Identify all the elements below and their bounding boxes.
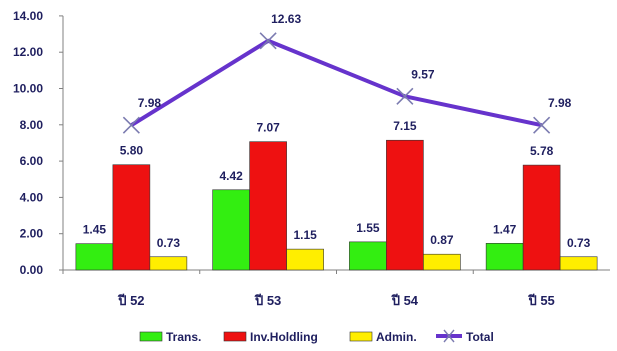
- total-value-label: 7.98: [548, 96, 572, 110]
- legend-label: Inv.Holdling: [250, 330, 318, 344]
- bar-labels: 1.45 5.80 0.73 4.42 7.07 1.15 1.55 7.15 0.87 1.47…: [83, 119, 591, 250]
- y-tick-label: 6.00: [20, 154, 44, 168]
- y-tick-label: 8.00: [20, 118, 44, 132]
- bar: [423, 253, 461, 271]
- legend-item: Total: [436, 329, 494, 344]
- bar-value-label: 0.73: [567, 236, 591, 250]
- bar: [249, 141, 287, 271]
- bars: [75, 139, 598, 271]
- total-point: [122, 116, 140, 134]
- x-category-label: ปี 52: [117, 293, 144, 308]
- bar: [522, 164, 561, 271]
- bar-value-label: 5.80: [120, 144, 144, 158]
- y-tick-label: 14.00: [13, 9, 43, 23]
- bar-value-label: 0.87: [430, 233, 454, 247]
- bar-value-label: 1.15: [293, 228, 317, 242]
- total-point: [533, 116, 551, 134]
- bar: [349, 241, 387, 271]
- bar-value-label: 0.73: [157, 236, 181, 250]
- x-category-label: ปี 55: [527, 293, 554, 308]
- bar-value-label: 1.45: [83, 223, 107, 237]
- y-tick-label: 2.00: [20, 227, 44, 241]
- x-category-label: ปี 53: [254, 293, 281, 308]
- bar: [212, 189, 250, 271]
- legend-item: Trans.: [139, 330, 201, 344]
- bar: [286, 248, 324, 271]
- bar-value-label: 7.15: [393, 119, 417, 133]
- total-point: [259, 32, 277, 50]
- bar-value-label: 5.78: [530, 144, 554, 158]
- bar: [75, 243, 114, 271]
- bar: [485, 243, 524, 271]
- total-value-label: 12.63: [271, 12, 301, 26]
- bar: [559, 256, 598, 271]
- legend-swatch: [349, 331, 373, 342]
- bar-value-label: 4.42: [219, 169, 243, 183]
- total-value-label: 7.98: [138, 96, 162, 110]
- legend-label: Trans.: [166, 330, 201, 344]
- y-tick-label: 0.00: [20, 263, 44, 277]
- x-axis: ปี 52 ปี 53 ปี 54 ปี 55: [62, 269, 610, 308]
- total-series-line: [130, 38, 543, 128]
- y-tick-label: 12.00: [13, 45, 43, 59]
- legend-item: Inv.Holdling: [223, 330, 318, 344]
- legend-swatch: [223, 331, 247, 342]
- bar-value-label: 1.47: [493, 222, 517, 236]
- total-line: 7.98 12.63 9.57 7.98: [122, 12, 572, 134]
- legend-swatch: [139, 331, 163, 342]
- bar: [149, 256, 188, 271]
- y-axis: 0.00 2.00 4.00 6.00 8.00 10.00 12.00 14.00: [13, 9, 64, 277]
- bar-value-label: 7.07: [256, 121, 280, 135]
- x-category-label: ปี 54: [391, 293, 419, 308]
- total-point: [396, 87, 414, 105]
- legend-label: Admin.: [376, 330, 417, 344]
- y-tick-label: 4.00: [20, 190, 44, 204]
- legend-label: Total: [466, 330, 494, 344]
- bar-value-label: 1.55: [356, 221, 380, 235]
- y-tick-label: 10.00: [13, 82, 43, 96]
- legend-item: Admin.: [349, 330, 417, 344]
- legend: Trans. Inv.Holdling Admin. Total: [139, 329, 494, 344]
- total-value-label: 9.57: [411, 67, 435, 81]
- bar: [112, 164, 151, 271]
- bar: [386, 139, 424, 271]
